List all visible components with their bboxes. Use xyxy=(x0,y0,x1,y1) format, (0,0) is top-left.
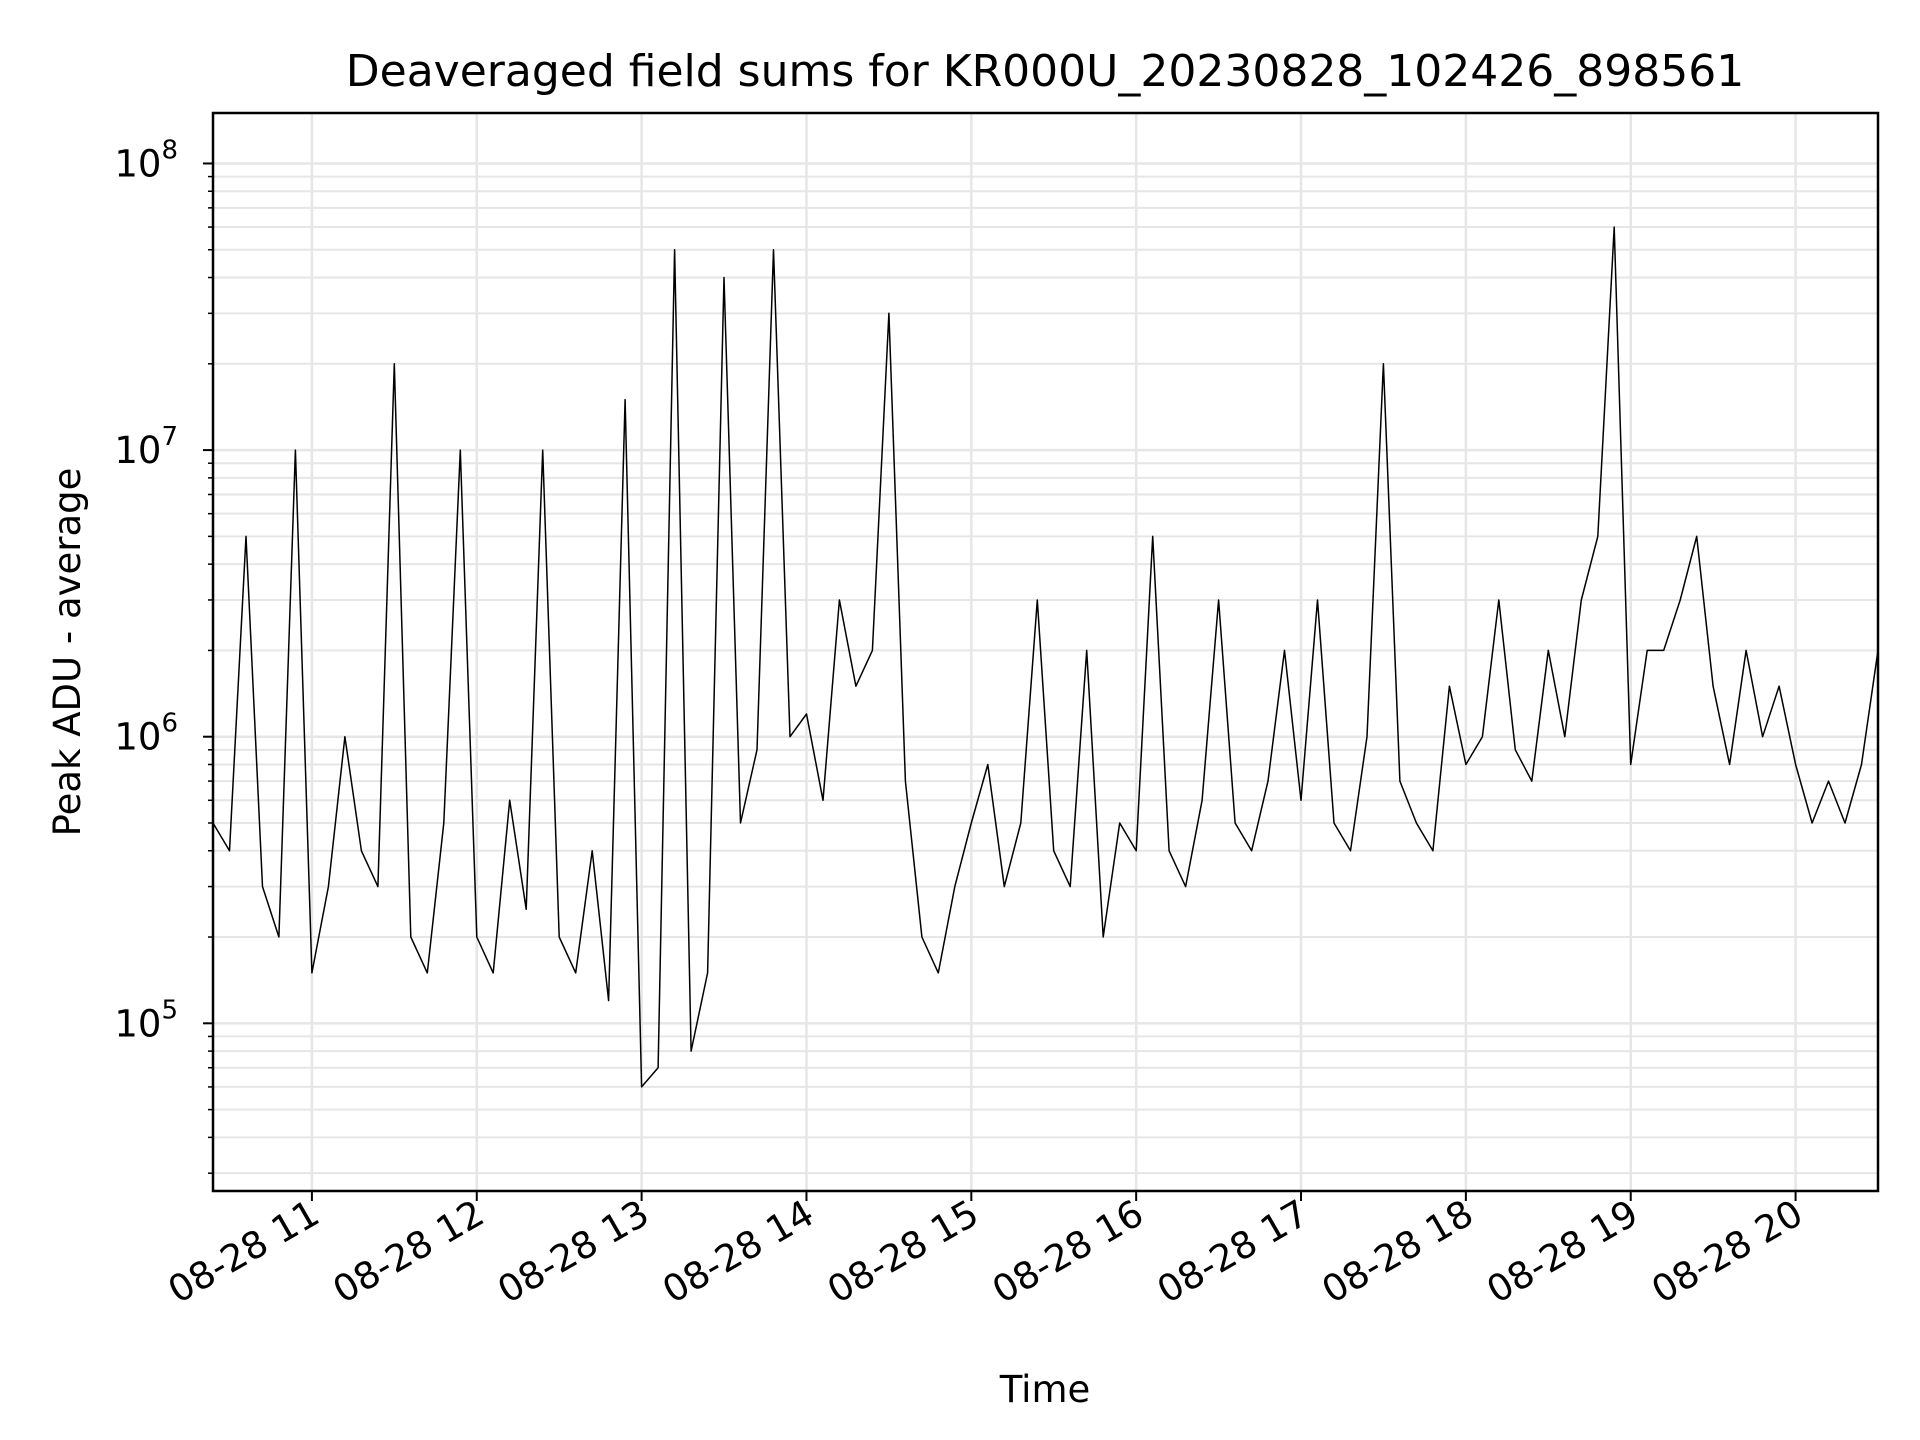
x-tick-label: 08-28 14 xyxy=(655,1192,821,1312)
y-axis-label: Peak ADU - average xyxy=(46,468,89,837)
plot-area-frame xyxy=(211,111,1880,1193)
x-tick-label: 08-28 16 xyxy=(985,1192,1151,1312)
x-tick-label: 08-28 17 xyxy=(1150,1192,1316,1312)
x-tick-label: 08-28 20 xyxy=(1645,1192,1811,1312)
x-axis-label: Time xyxy=(999,1368,1091,1411)
x-axis: 08-28 11 08-28 12 08-28 13 08-28 14 08-28 15… xyxy=(161,1191,1810,1312)
series-line xyxy=(212,226,1879,1088)
x-tick-label: 08-28 15 xyxy=(820,1192,986,1312)
y-axis: 105 106 107 108 xyxy=(114,135,213,1174)
chart-title: Deaveraged field sums for KR000U_2023082… xyxy=(346,46,1744,97)
grid xyxy=(213,113,1878,1191)
x-tick-label: 08-28 11 xyxy=(161,1192,327,1312)
plot-series xyxy=(212,226,1879,1088)
y-tick-label: 105 xyxy=(114,995,178,1045)
y-tick-label: 106 xyxy=(114,709,178,759)
x-tick-label: 08-28 18 xyxy=(1315,1192,1481,1312)
y-tick-label: 108 xyxy=(114,135,178,185)
x-tick-label: 08-28 13 xyxy=(491,1192,657,1312)
x-tick-label: 08-28 12 xyxy=(326,1192,492,1312)
y-tick-label: 107 xyxy=(114,422,178,472)
x-tick-label: 08-28 19 xyxy=(1480,1192,1646,1312)
